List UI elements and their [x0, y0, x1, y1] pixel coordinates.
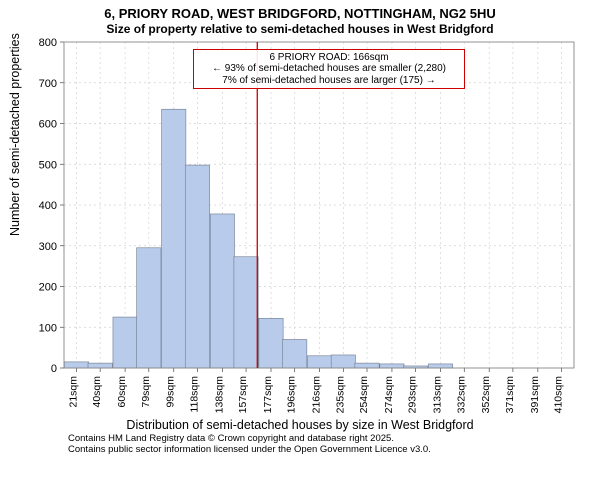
svg-text:300: 300: [39, 241, 57, 253]
annotation-line2: ← 93% of semi-detached houses are smalle…: [198, 63, 460, 75]
svg-text:332sqm: 332sqm: [455, 376, 467, 414]
svg-text:138sqm: 138sqm: [213, 376, 225, 414]
svg-text:391sqm: 391sqm: [529, 376, 541, 414]
svg-text:60sqm: 60sqm: [116, 376, 128, 408]
chart-title: 6, PRIORY ROAD, WEST BRIDGFORD, NOTTINGH…: [0, 0, 600, 36]
svg-text:600: 600: [39, 118, 57, 130]
svg-text:371sqm: 371sqm: [504, 376, 516, 414]
annotation-line1: 6 PRIORY ROAD: 166sqm: [198, 52, 460, 64]
x-axis-label: Distribution of semi-detached houses by …: [0, 416, 600, 432]
svg-text:157sqm: 157sqm: [237, 376, 249, 414]
footer-line2: Contains public sector information licen…: [68, 445, 600, 456]
svg-text:313sqm: 313sqm: [432, 376, 444, 414]
svg-text:177sqm: 177sqm: [262, 376, 274, 414]
title-line2: Size of property relative to semi-detach…: [0, 22, 600, 36]
svg-text:293sqm: 293sqm: [407, 376, 419, 414]
svg-text:216sqm: 216sqm: [311, 376, 323, 414]
svg-text:254sqm: 254sqm: [358, 376, 370, 414]
svg-text:352sqm: 352sqm: [480, 376, 492, 414]
svg-text:200: 200: [39, 281, 57, 293]
svg-text:196sqm: 196sqm: [286, 376, 298, 414]
svg-text:500: 500: [39, 159, 57, 171]
y-axis-label: Number of semi-detached properties: [8, 33, 22, 236]
svg-text:79sqm: 79sqm: [140, 376, 152, 408]
svg-text:400: 400: [39, 200, 57, 212]
svg-text:800: 800: [39, 37, 57, 49]
footer: Contains HM Land Registry data © Crown c…: [0, 432, 600, 456]
svg-text:274sqm: 274sqm: [383, 376, 395, 414]
annotation-line3: 7% of semi-detached houses are larger (1…: [198, 75, 460, 87]
chart-container: Number of semi-detached properties 0 100 2…: [0, 36, 600, 416]
histogram-chart: 0 100 200 300 400 500 600 700 800 21sqm 40sqm 60sqm…: [0, 36, 600, 416]
svg-text:21sqm: 21sqm: [67, 376, 79, 408]
svg-text:99sqm: 99sqm: [165, 376, 177, 408]
svg-text:235sqm: 235sqm: [334, 376, 346, 414]
annotation-box: 6 PRIORY ROAD: 166sqm ← 93% of semi-deta…: [193, 49, 465, 90]
svg-text:118sqm: 118sqm: [188, 376, 200, 413]
svg-text:0: 0: [51, 363, 57, 375]
svg-text:100: 100: [39, 322, 57, 334]
svg-text:40sqm: 40sqm: [91, 376, 103, 408]
svg-text:700: 700: [39, 78, 57, 90]
svg-text:410sqm: 410sqm: [553, 376, 565, 414]
title-line1: 6, PRIORY ROAD, WEST BRIDGFORD, NOTTINGH…: [0, 6, 600, 22]
